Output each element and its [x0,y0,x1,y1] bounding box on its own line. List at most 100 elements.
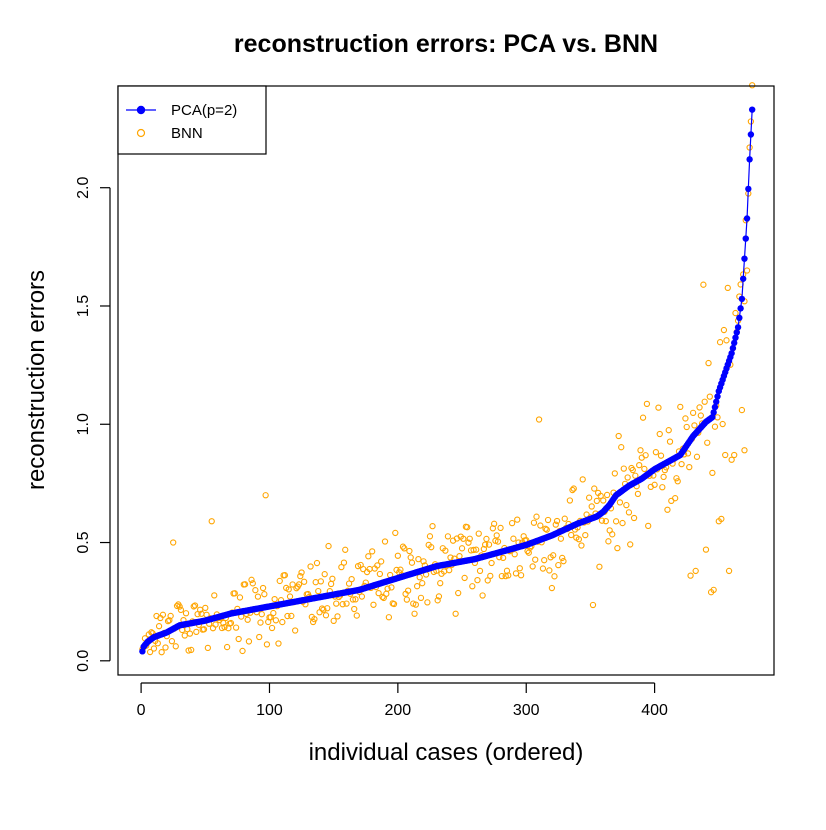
bnn-point [473,546,480,553]
bnn-point [307,563,314,570]
bnn-point [172,643,179,650]
bnn-point [657,452,665,459]
bnn-point [615,432,622,440]
bnn-point [394,552,402,559]
bnn-point [417,594,425,601]
legend-pca-label: PCA(p=2) [171,102,237,119]
bnn-point [474,577,481,584]
bnn-point [682,415,689,422]
bnn-point [164,617,172,625]
y-tick-label: 1.0 [75,413,92,435]
bnn-point [419,580,426,587]
bnn-point [252,587,259,594]
bnn-point [257,619,264,626]
bnn-point [490,520,498,527]
bnn-point [605,538,612,545]
bnn-point [656,430,663,438]
bnn-point [258,611,265,618]
bnn-point [743,267,751,274]
bnn-point [313,559,321,567]
bnn-point [185,647,192,654]
bnn-point [693,453,701,460]
bnn-point [569,486,576,494]
bnn-point [150,645,158,652]
bnn-point [289,581,296,588]
bnn-point [420,558,427,565]
bnn-point [339,601,346,608]
bnn-point [272,617,280,624]
y-tick-label: 0.5 [75,531,92,553]
bnn-point [466,535,473,542]
bnn-point [375,589,382,597]
bnn-point [227,619,235,627]
bnn-point [553,517,561,525]
bnn-point [749,82,756,89]
bnn-point [434,597,441,604]
bnn-point [570,485,577,492]
bnn-point [334,613,341,620]
bnn-point [390,600,398,608]
bnn-point [724,284,731,292]
bnn-point [625,509,633,516]
bnn-point [543,526,550,533]
bnn-point [261,591,268,598]
y-tick-label: 2.0 [75,176,92,198]
pca-point [746,156,753,163]
bnn-point [167,612,174,620]
bnn-point [602,518,609,525]
bnn-point [262,492,269,499]
bnn-point [702,546,710,553]
bnn-point [193,628,200,636]
bnn-point [487,572,494,580]
bnn-point [566,497,574,504]
bnn-point [689,409,697,417]
bnn-point [618,444,625,451]
bnn-point [639,414,647,421]
bnn-point [146,648,154,656]
bnn-point [537,522,544,529]
bnn-point [285,586,292,593]
bnn-point [325,542,332,550]
bnn-point [365,553,372,560]
bnn-point [155,623,163,630]
bnn-point [634,490,642,498]
bnn-point [221,623,228,631]
bnn-point [535,416,543,423]
bnn-point [697,412,704,419]
bnn-series [139,82,756,656]
bnn-point [741,447,748,454]
bnn-point [271,595,278,603]
bnn-point [333,600,340,607]
legend-bnn-label: BNN [171,125,203,142]
pca-point [733,329,740,336]
bnn-point [514,516,521,523]
bnn-point [678,460,685,468]
bnn-point [465,539,472,546]
bnn-point [340,559,348,566]
legend-bnn-marker [136,128,146,138]
bnn-point [460,535,467,542]
bnn-point [551,573,558,580]
bnn-point [315,587,322,595]
x-axis: 0 100 200 300 400 [137,682,668,719]
pca-point [741,255,748,262]
bnn-point [716,339,724,346]
bnn-point [338,563,345,571]
bnn-point [168,638,176,645]
bnn-point [623,501,630,509]
bnn-point [575,536,583,543]
bnn-point [446,567,453,574]
bnn-point [530,519,538,526]
bnn-point [696,404,703,411]
bnn-point [190,603,197,610]
bnn-point [723,337,730,344]
bnn-point [614,544,621,552]
bnn-point [182,610,190,617]
bnn-point [324,605,331,612]
y-axis: 0.0 0.5 1.0 1.5 2.0 [75,176,111,672]
bnn-point [231,590,238,597]
bnn-point [401,545,408,552]
pca-point [731,339,738,347]
pca-point [710,409,717,416]
bnn-point [321,571,328,578]
